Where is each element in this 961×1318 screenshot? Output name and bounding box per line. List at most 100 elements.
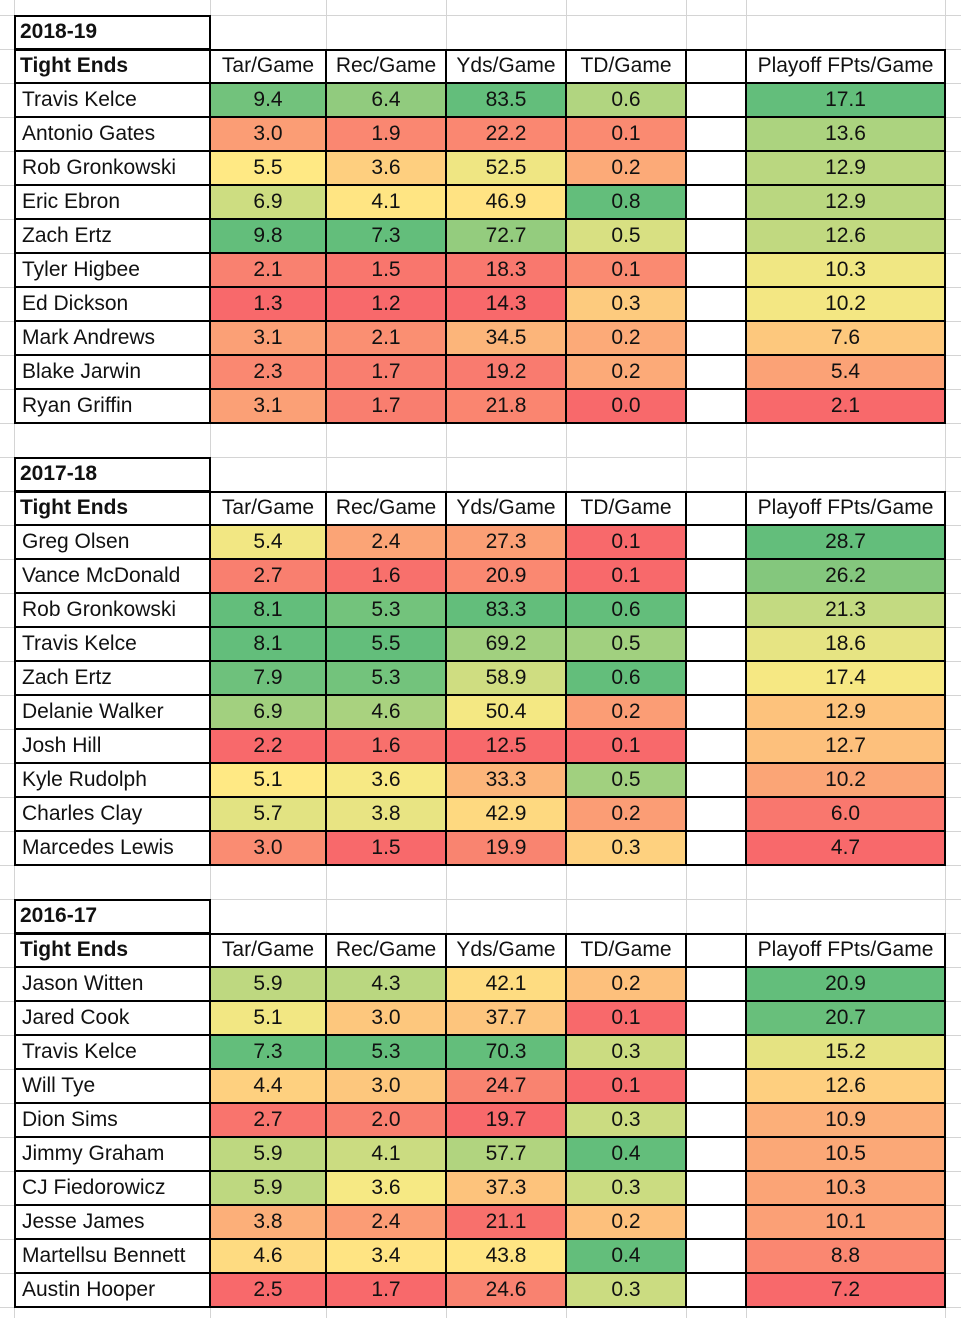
stat-td: 0.3 xyxy=(566,1035,686,1069)
stat-rec: 3.4 xyxy=(326,1239,446,1273)
stat-rec: 3.6 xyxy=(326,151,446,185)
table-row-border xyxy=(14,1136,945,1138)
stat-fpts: 28.7 xyxy=(746,525,945,559)
stat-tar: 3.8 xyxy=(210,1205,326,1239)
column-header: TD/Game xyxy=(566,491,686,525)
table-row-border xyxy=(14,116,945,118)
stat-td: 0.4 xyxy=(566,1137,686,1171)
stat-yds: 70.3 xyxy=(446,1035,566,1069)
stat-fpts: 20.9 xyxy=(746,967,945,1001)
stat-rec: 1.6 xyxy=(326,729,446,763)
spacer-cell xyxy=(686,185,746,219)
table-column-border xyxy=(445,933,447,1307)
player-name: Blake Jarwin xyxy=(14,355,210,389)
stat-tar: 5.9 xyxy=(210,1137,326,1171)
player-name: Greg Olsen xyxy=(14,525,210,559)
stat-tar: 9.4 xyxy=(210,83,326,117)
table-row-border xyxy=(14,864,945,866)
stat-fpts: 10.2 xyxy=(746,287,945,321)
table-column-border xyxy=(745,933,747,1307)
column-header xyxy=(686,933,746,967)
gridline-row xyxy=(0,15,961,16)
table-row-border xyxy=(14,1204,945,1206)
spacer-cell xyxy=(686,1001,746,1035)
column-header: Tar/Game xyxy=(210,933,326,967)
spacer-cell xyxy=(686,1171,746,1205)
spacer-cell xyxy=(686,219,746,253)
spacer-cell xyxy=(686,389,746,423)
table-row-border xyxy=(14,1000,945,1002)
stat-yds: 83.5 xyxy=(446,83,566,117)
stat-td: 0.3 xyxy=(566,287,686,321)
player-name: Travis Kelce xyxy=(14,627,210,661)
stat-td: 0.5 xyxy=(566,219,686,253)
column-header: Playoff FPts/Game xyxy=(746,49,945,83)
stat-td: 0.8 xyxy=(566,185,686,219)
spacer-cell xyxy=(686,1205,746,1239)
gridline-row xyxy=(0,899,961,900)
table-row-border xyxy=(14,626,945,628)
stat-tar: 5.9 xyxy=(210,967,326,1001)
stat-tar: 5.5 xyxy=(210,151,326,185)
stat-yds: 57.7 xyxy=(446,1137,566,1171)
table-column-border xyxy=(685,933,687,1307)
stat-yds: 27.3 xyxy=(446,525,566,559)
position-header: Tight Ends xyxy=(14,491,210,525)
table-row-border xyxy=(14,796,945,798)
table-row-border xyxy=(14,1068,945,1070)
table-row-border xyxy=(14,1272,945,1274)
spacer-cell xyxy=(686,83,746,117)
table-row-border xyxy=(14,524,945,526)
table-row-border xyxy=(14,252,945,254)
stat-tar: 9.8 xyxy=(210,219,326,253)
table-row-border xyxy=(14,1034,945,1036)
stat-tar: 2.7 xyxy=(210,559,326,593)
stat-td: 0.2 xyxy=(566,695,686,729)
stat-td: 0.1 xyxy=(566,729,686,763)
stat-fpts: 12.7 xyxy=(746,729,945,763)
stat-yds: 50.4 xyxy=(446,695,566,729)
stat-tar: 7.9 xyxy=(210,661,326,695)
stat-yds: 43.8 xyxy=(446,1239,566,1273)
table-column-border xyxy=(445,491,447,865)
stat-fpts: 18.6 xyxy=(746,627,945,661)
table-column-border xyxy=(209,491,211,865)
spacer-cell xyxy=(686,1069,746,1103)
stat-tar: 8.1 xyxy=(210,593,326,627)
stat-rec: 4.1 xyxy=(326,1137,446,1171)
column-header: Tar/Game xyxy=(210,49,326,83)
season-title: 2017-18 xyxy=(14,457,210,491)
stat-yds: 12.5 xyxy=(446,729,566,763)
stat-td: 0.3 xyxy=(566,1171,686,1205)
stat-tar: 2.1 xyxy=(210,253,326,287)
stat-yds: 24.7 xyxy=(446,1069,566,1103)
stat-yds: 83.3 xyxy=(446,593,566,627)
stat-rec: 7.3 xyxy=(326,219,446,253)
table-row-border xyxy=(14,320,945,322)
stat-td: 0.1 xyxy=(566,117,686,151)
stat-td: 0.6 xyxy=(566,661,686,695)
table-column-border xyxy=(325,49,327,423)
player-name: Delanie Walker xyxy=(14,695,210,729)
stat-tar: 2.2 xyxy=(210,729,326,763)
stat-tar: 2.7 xyxy=(210,1103,326,1137)
stat-yds: 19.2 xyxy=(446,355,566,389)
table-column-border xyxy=(685,49,687,423)
stat-rec: 1.9 xyxy=(326,117,446,151)
stat-tar: 1.3 xyxy=(210,287,326,321)
stat-yds: 19.7 xyxy=(446,1103,566,1137)
stat-rec: 4.6 xyxy=(326,695,446,729)
stat-rec: 4.3 xyxy=(326,967,446,1001)
stat-tar: 7.3 xyxy=(210,1035,326,1069)
stat-fpts: 4.7 xyxy=(746,831,945,865)
stat-td: 0.3 xyxy=(566,1103,686,1137)
stat-tar: 2.3 xyxy=(210,355,326,389)
table-row-border xyxy=(14,592,945,594)
table-row-border xyxy=(14,762,945,764)
table-row-border xyxy=(14,1238,945,1240)
spacer-cell xyxy=(686,355,746,389)
stat-rec: 3.0 xyxy=(326,1001,446,1035)
player-name: Rob Gronkowski xyxy=(14,151,210,185)
spacer-cell xyxy=(686,593,746,627)
